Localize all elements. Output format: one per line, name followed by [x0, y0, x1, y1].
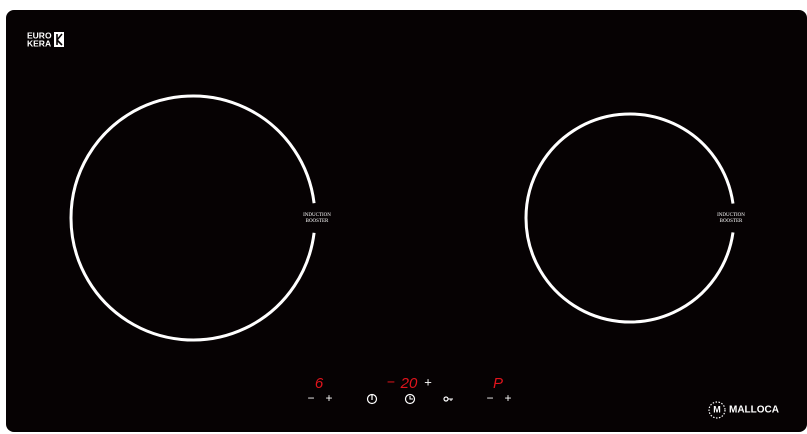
minus-key: −: [486, 391, 493, 405]
brand-badge-letter: M: [713, 404, 721, 414]
zone-label: BOOSTER: [306, 219, 329, 224]
zone-label: INDUCTION: [717, 213, 745, 218]
plus-key: +: [504, 391, 511, 405]
cooktop-image: EURO KERA INDUCTION BOOSTER INDUCTION BO…: [0, 0, 807, 434]
logo-box: [54, 32, 64, 47]
power-display: 6: [315, 375, 324, 392]
zone-label: BOOSTER: [720, 219, 743, 224]
timer-minus: −: [387, 374, 395, 390]
logo-line: KERA: [27, 38, 51, 48]
minus-key: −: [307, 391, 314, 405]
plus-key: +: [325, 391, 332, 405]
brand-name: MALLOCA: [729, 405, 779, 416]
glass-surface: [6, 10, 807, 432]
timer-display: 20: [400, 375, 418, 392]
zone-label: INDUCTION: [303, 213, 331, 218]
power-display: P: [493, 375, 503, 392]
timer-plus: +: [424, 374, 432, 389]
